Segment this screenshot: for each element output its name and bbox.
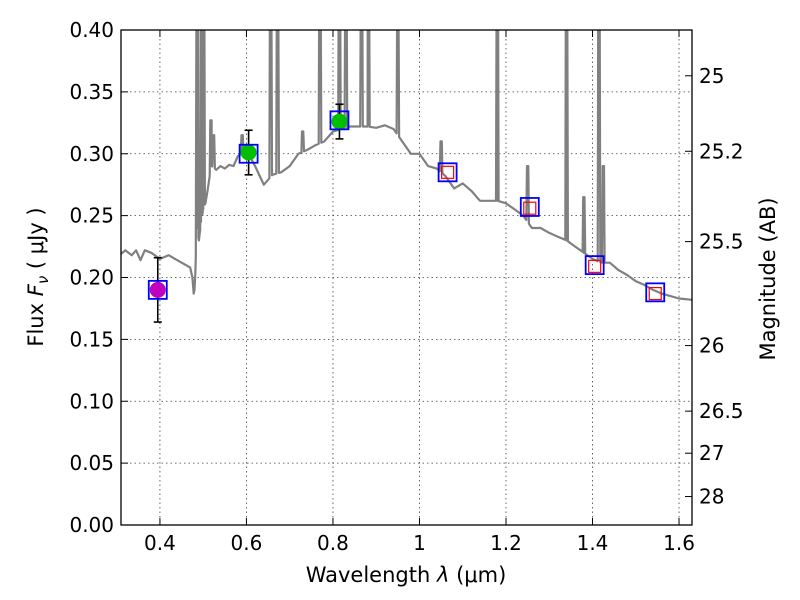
y-tick-label: 0.30: [69, 142, 114, 166]
model-photometry-square: [329, 110, 350, 131]
x-tick-label: 1.4: [577, 531, 609, 555]
upper-limit-marker: [440, 165, 455, 179]
x-axis-symbol: λ: [436, 563, 449, 587]
y-axis-unit: ( μJy ): [24, 207, 48, 269]
upper-limit-marker: [588, 259, 602, 273]
x-axis-label: Wavelength: [306, 563, 431, 587]
y-axis-label: Flux: [24, 303, 48, 347]
upper-limit-marker: [648, 286, 662, 301]
y-tick-label: 0.00: [69, 513, 114, 537]
model-spectrum-line: [121, 30, 692, 301]
y-tick-label: 0.40: [69, 18, 114, 42]
upper-limit-marker: [523, 201, 537, 215]
y2-axis-title: Magnitude (AB): [756, 197, 780, 360]
observed-point: [240, 144, 257, 161]
y-axis-symbol: F: [24, 283, 48, 296]
observed-point: [149, 281, 166, 298]
x-tick-label: 0.6: [231, 531, 263, 555]
model-photometry-square: [645, 282, 666, 303]
y2-tick-label: 26: [699, 334, 724, 358]
y-tick-label: 0.15: [69, 327, 114, 351]
y-tick-label: 0.35: [69, 80, 114, 104]
y2-tick-label: 25: [699, 64, 724, 88]
x-tick-label: 1.2: [490, 531, 522, 555]
y-tick-label: 0.10: [69, 389, 114, 413]
y2-tick-label: 26.5: [699, 399, 744, 423]
y-tick-label: 0.05: [69, 451, 114, 475]
grid: [121, 29, 692, 526]
x-tick-label: 0.4: [144, 531, 176, 555]
y-axis-title: Flux Fν ( μJy ): [24, 207, 53, 346]
y-tick-label: 0.25: [69, 204, 114, 228]
axes-ticks: 0.4 0.6 0.8 1 1.2 1.4 1.6 0.00 0.05 0.10 0.15 0.20 0…: [69, 18, 743, 555]
y2-tick-label: 27: [699, 441, 724, 465]
y2-tick-label: 28: [699, 485, 724, 509]
y-axis-subscript: ν: [34, 276, 52, 284]
y2-tick-label: 25.2: [699, 139, 744, 163]
y2-tick-label: 25.5: [699, 230, 744, 254]
x-axis-title: Wavelength λ (μm): [306, 563, 507, 587]
observed-point: [331, 113, 348, 130]
model-photometry-square: [584, 255, 605, 276]
x-tick-label: 1: [413, 531, 426, 555]
x-tick-label: 1.6: [663, 531, 695, 555]
model-photometry-square: [238, 143, 259, 164]
model-photometry-square: [147, 279, 168, 300]
y-tick-label: 0.20: [69, 266, 114, 290]
x-axis-unit: (μm): [456, 563, 506, 587]
x-tick-label: 0.8: [317, 531, 349, 555]
model-photometry-square: [519, 197, 540, 217]
model-spectrum: [121, 30, 692, 301]
photometry-points: [147, 103, 666, 323]
model-photometry-square: [437, 162, 458, 183]
